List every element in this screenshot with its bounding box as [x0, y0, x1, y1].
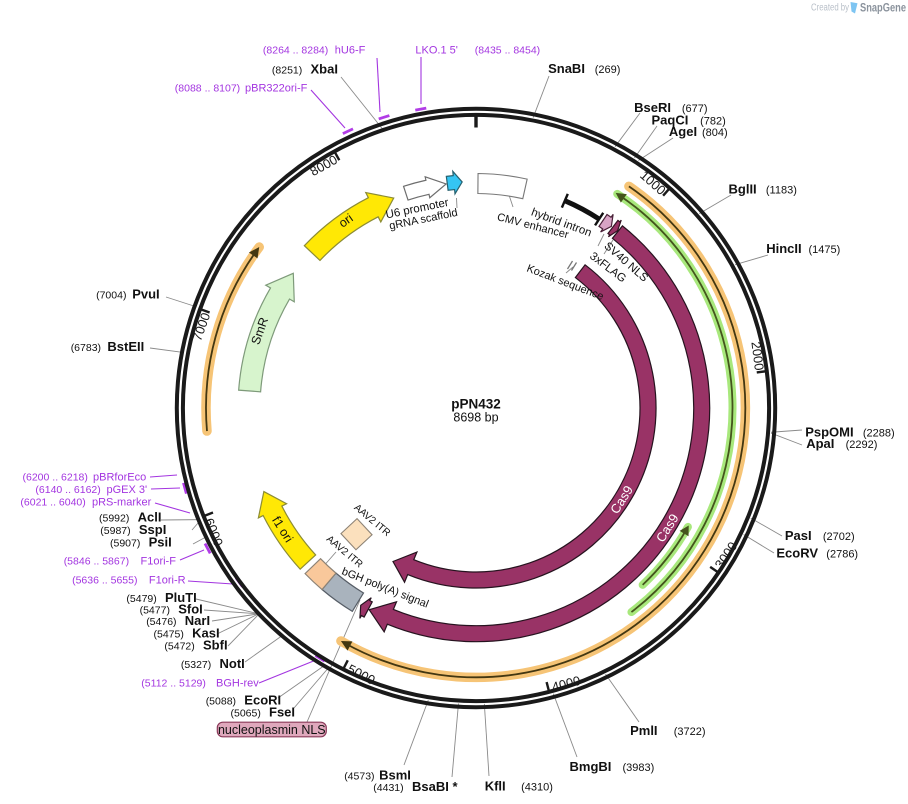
svg-text:(4310): (4310): [521, 782, 553, 794]
svg-text:PsiI: PsiI: [149, 535, 172, 550]
svg-text:(5846 .. 5867): (5846 .. 5867): [64, 556, 129, 568]
svg-text:(3722): (3722): [674, 726, 706, 738]
svg-text:(6200 .. 6218): (6200 .. 6218): [23, 472, 88, 484]
svg-text:PmlI: PmlI: [630, 723, 657, 738]
svg-text:(2292): (2292): [846, 439, 878, 451]
svg-text:pBR322ori-F: pBR322ori-F: [245, 83, 308, 95]
svg-text:NarI: NarI: [185, 613, 210, 628]
svg-text:PaqCI: PaqCI: [652, 113, 689, 128]
svg-text:LKO.1 5': LKO.1 5': [415, 45, 457, 57]
svg-text:F1ori-R: F1ori-R: [149, 575, 186, 587]
svg-text:(8088 .. 8107): (8088 .. 8107): [175, 83, 240, 95]
svg-text:PasI: PasI: [785, 528, 812, 543]
svg-text:AgeI: AgeI: [669, 124, 697, 139]
svg-text:(5477): (5477): [140, 605, 170, 617]
svg-text:Created by: Created by: [811, 3, 849, 14]
svg-text:hU6-F: hU6-F: [335, 45, 366, 57]
svg-text:KflI: KflI: [485, 779, 506, 794]
svg-text:(6140 .. 6162): (6140 .. 6162): [35, 484, 100, 496]
svg-text:(8251): (8251): [272, 65, 302, 77]
svg-text:pBRforEco: pBRforEco: [93, 472, 146, 484]
svg-text:PluTI: PluTI: [165, 590, 197, 605]
svg-text:BGH-rev: BGH-rev: [216, 678, 259, 690]
svg-text:(5636 .. 5655): (5636 .. 5655): [72, 575, 137, 587]
svg-text:XbaI: XbaI: [311, 62, 338, 77]
svg-text:8698 bp: 8698 bp: [453, 411, 498, 425]
svg-text:pPN432: pPN432: [451, 397, 501, 412]
svg-text:(8435 .. 8454): (8435 .. 8454): [475, 45, 540, 57]
svg-text:ApaI: ApaI: [806, 436, 834, 451]
svg-text:(6783): (6783): [71, 342, 101, 354]
svg-text:EcoRI: EcoRI: [244, 693, 281, 708]
svg-text:BstEII: BstEII: [107, 339, 144, 354]
svg-text:SspI: SspI: [139, 522, 166, 537]
svg-text:(5088): (5088): [206, 696, 236, 708]
svg-text:PvuI: PvuI: [132, 287, 159, 302]
svg-text:BseRI: BseRI: [634, 100, 671, 115]
svg-text:(5476): (5476): [146, 616, 176, 628]
svg-text:KasI: KasI: [192, 626, 219, 641]
svg-text:4000: 4000: [550, 673, 582, 695]
svg-text:F1ori-F: F1ori-F: [141, 556, 177, 568]
svg-text:(5065): (5065): [231, 708, 261, 720]
svg-text:(8264 .. 8284): (8264 .. 8284): [263, 45, 328, 57]
svg-text:BsaBI *: BsaBI *: [412, 779, 458, 794]
svg-text:SnapGene: SnapGene: [860, 1, 906, 15]
svg-text:SnaBI: SnaBI: [548, 61, 585, 76]
svg-text:EcoRV: EcoRV: [776, 546, 818, 561]
svg-text:pGEX 3': pGEX 3': [107, 484, 148, 496]
svg-text:PspOMI: PspOMI: [805, 425, 853, 440]
svg-text:(5987): (5987): [100, 525, 130, 537]
svg-text:(2702): (2702): [823, 531, 855, 543]
svg-text:(5472): (5472): [164, 641, 194, 653]
svg-text:FseI: FseI: [269, 705, 295, 720]
svg-text:(804): (804): [702, 127, 728, 139]
svg-text:pRS-marker: pRS-marker: [92, 496, 152, 508]
svg-text:(6021 .. 6040): (6021 .. 6040): [20, 496, 85, 508]
svg-text:(5475): (5475): [154, 629, 184, 641]
svg-text:NotI: NotI: [220, 656, 245, 671]
svg-text:(677): (677): [682, 103, 708, 115]
svg-text:(4573): (4573): [344, 771, 374, 783]
svg-text:(5327): (5327): [181, 659, 211, 671]
svg-text:SbfI: SbfI: [203, 638, 228, 653]
svg-text:HincII: HincII: [766, 241, 801, 256]
svg-text:(4431): (4431): [373, 782, 403, 794]
svg-text:(2288): (2288): [863, 428, 895, 440]
svg-text:(1183): (1183): [766, 185, 797, 197]
svg-text:SfoI: SfoI: [178, 602, 203, 617]
svg-text:AclI: AclI: [138, 510, 162, 525]
svg-text:(5479): (5479): [126, 593, 156, 605]
svg-text:(5907): (5907): [110, 538, 140, 550]
svg-text:2000: 2000: [748, 341, 767, 372]
svg-text:BmgBI: BmgBI: [570, 759, 612, 774]
svg-text:(3983): (3983): [623, 762, 655, 774]
svg-text:(2786): (2786): [826, 549, 858, 561]
svg-text:BglII: BglII: [729, 182, 757, 197]
svg-text:(269): (269): [595, 64, 621, 76]
svg-text:ori: ori: [336, 211, 355, 230]
svg-text:(782): (782): [700, 116, 726, 128]
svg-text:(1475): (1475): [809, 244, 841, 256]
svg-text:nucleoplasmin NLS: nucleoplasmin NLS: [218, 723, 326, 737]
svg-text:BsmI: BsmI: [379, 768, 411, 783]
svg-text:(7004): (7004): [96, 290, 126, 302]
svg-text:(5992): (5992): [99, 513, 129, 525]
svg-text:(5112 .. 5129): (5112 .. 5129): [141, 678, 206, 690]
